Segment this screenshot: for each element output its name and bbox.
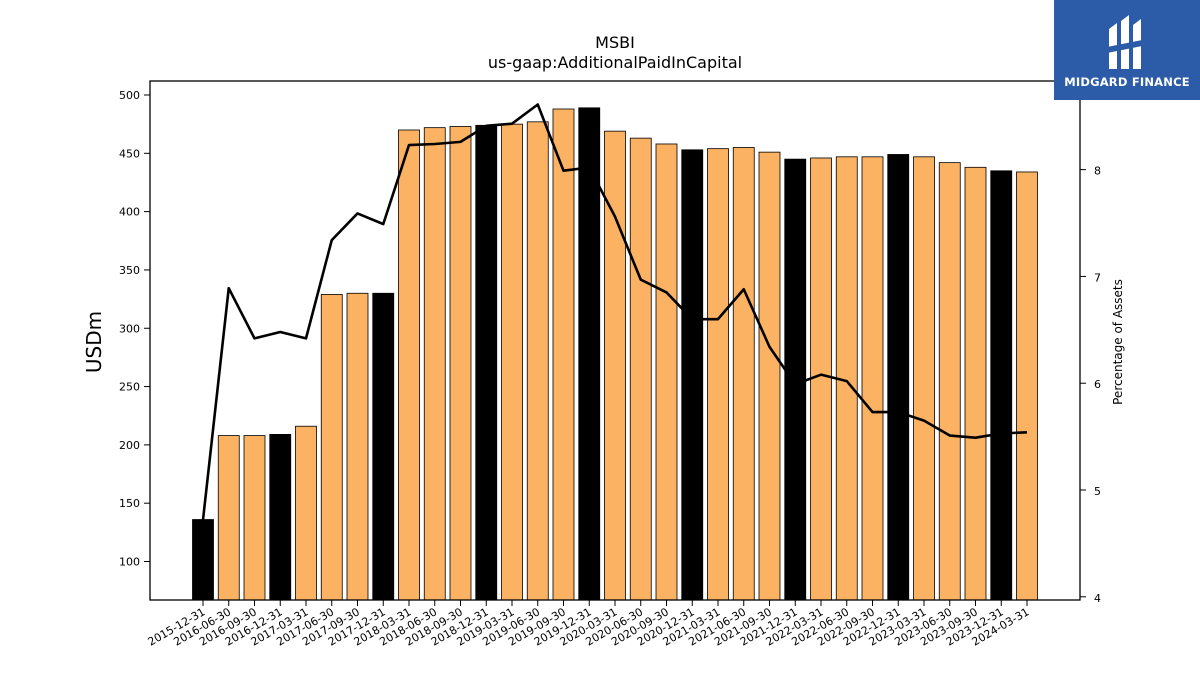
bar: [655, 143, 678, 601]
bar: [449, 126, 472, 601]
y2-axis-label: Percentage of Assets: [1111, 279, 1125, 405]
bar: [938, 162, 961, 601]
bar: [295, 425, 317, 601]
right-axis-ticks: 4 5 6 7 8: [1080, 165, 1101, 605]
y2-tick-label: 8: [1094, 165, 1101, 178]
bar-series: [192, 107, 1038, 601]
y-tick-label: 500: [119, 89, 140, 102]
left-axis-ticks: 100 150 200 250 300 350 400 450 500: [119, 89, 150, 569]
y2-tick-label: 6: [1094, 378, 1101, 391]
y2-tick-label: 7: [1094, 271, 1101, 284]
chart-title: MSBI: [595, 33, 635, 52]
bar: [501, 123, 523, 601]
bar: [526, 121, 549, 601]
percentage-line: [201, 103, 1028, 521]
x-axis-ticks: 2015-12-312016-06-302016-09-302016-12-31…: [146, 600, 1032, 649]
brand-logo: MIDGARD FINANCE: [1054, 0, 1200, 100]
bar: [861, 156, 884, 601]
bar: [552, 108, 575, 601]
bar: [217, 435, 240, 601]
bar: [887, 154, 910, 601]
bar: [784, 158, 807, 601]
bar: [681, 149, 704, 601]
bar: [398, 129, 420, 601]
bar: [475, 124, 498, 601]
y2-tick-label: 5: [1094, 485, 1101, 498]
logo-text: MIDGARD FINANCE: [1064, 75, 1190, 89]
bar: [423, 127, 446, 601]
y-tick-label: 200: [119, 439, 140, 452]
bar: [243, 435, 266, 601]
bar: [964, 166, 987, 601]
y-tick-label: 150: [119, 497, 140, 510]
bar: [629, 137, 652, 601]
y2-tick-label: 4: [1094, 592, 1101, 605]
y-tick-label: 250: [119, 381, 140, 394]
bar: [269, 433, 292, 601]
y-tick-label: 100: [119, 556, 140, 569]
bar: [810, 157, 832, 601]
bar: [372, 292, 395, 601]
bar: [758, 151, 781, 601]
bar: [1016, 171, 1038, 601]
y-tick-label: 300: [119, 322, 140, 335]
chart-subtitle: us-gaap:AdditionalPaidInCapital: [488, 53, 742, 72]
bar: [320, 294, 343, 601]
bar: [707, 148, 729, 601]
bar: [192, 519, 214, 601]
midgard-finance-logo-icon: [1107, 15, 1147, 69]
bar: [913, 156, 935, 601]
y-tick-label: 450: [119, 147, 140, 160]
bar: [732, 147, 755, 601]
bar: [346, 292, 369, 601]
y-axis-label: USDm: [82, 311, 106, 373]
y-tick-label: 350: [119, 264, 140, 277]
line-series: [201, 103, 1028, 521]
y-tick-label: 400: [119, 206, 140, 219]
bar: [990, 170, 1013, 601]
